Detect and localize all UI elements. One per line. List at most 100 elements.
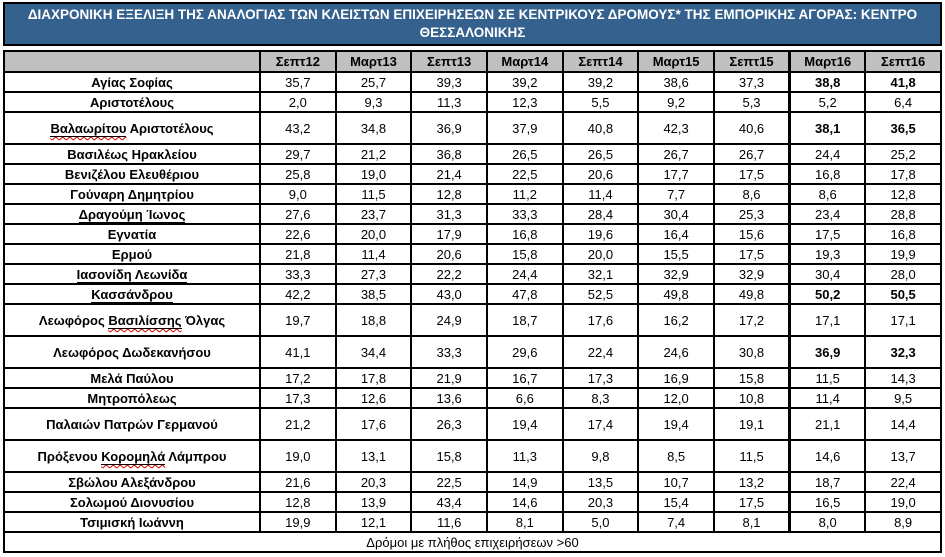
value-cell: 6,6 xyxy=(485,387,564,410)
value-cell: 19,6 xyxy=(561,223,640,246)
value-cell: 21,1 xyxy=(788,407,867,442)
value-cell: 14,6 xyxy=(485,491,564,514)
street-name-text: Ερμού xyxy=(111,246,153,262)
value-cell: 17,6 xyxy=(561,303,640,338)
value-cell: 42,3 xyxy=(637,111,715,146)
value-cell: 16,5 xyxy=(788,491,867,514)
value-cell: 11,4 xyxy=(561,183,640,206)
value-cell: 25,7 xyxy=(334,71,413,94)
street-name-text: Ίωνος xyxy=(146,206,186,223)
street-name-text: Βαλαωρίτου xyxy=(50,120,127,137)
value-cell: 17,3 xyxy=(561,367,640,390)
value-cell: 24,6 xyxy=(637,335,715,370)
value-cell: 32,3 xyxy=(864,335,942,370)
value-cell: 39,3 xyxy=(410,71,488,94)
value-cell: 25,8 xyxy=(259,163,337,186)
period-header-Σεπτ12: Σεπτ12 xyxy=(259,50,337,74)
table-row: Ερμού 21,8 11,4 20,6 15,8 20,0 15,5 17,5 19,3 19,… xyxy=(3,243,942,266)
value-cell: 26,5 xyxy=(485,143,564,166)
value-cell: 17,5 xyxy=(788,223,867,246)
table-row: Μελά Παύλου 17,2 17,8 21,9 16,7 17,3 16,9 15,8 1… xyxy=(3,367,942,390)
street-name-text: Παλαιών Πατρών Γερμανού xyxy=(46,416,218,432)
value-cell: 8,0 xyxy=(788,511,867,534)
value-cell: 21,6 xyxy=(259,471,337,494)
value-cell: 12,1 xyxy=(334,511,413,534)
value-cell: 52,5 xyxy=(561,283,640,306)
value-cell: 7,4 xyxy=(637,511,715,534)
value-cell: 8,6 xyxy=(712,183,791,206)
table-row: Λεωφόρος Δωδεκανήσου 41,1 34,4 33,3 29,6 22,4… xyxy=(3,335,942,370)
value-cell: 9,5 xyxy=(864,387,942,410)
value-cell: 13,7 xyxy=(864,439,942,474)
street-name-cell: Αγίας Σοφίας xyxy=(3,71,261,94)
value-cell: 28,8 xyxy=(864,203,942,226)
value-cell: 29,7 xyxy=(259,143,337,166)
value-cell: 8,6 xyxy=(788,183,867,206)
table-row: Τσιμισκή Ιωάννη 19,9 12,1 11,6 8,1 5,0 7,4 8,1 8… xyxy=(3,511,942,534)
street-name-text: Τσιμισκή Ιωάννη xyxy=(80,514,184,530)
street-name-text: Όλγας xyxy=(181,312,226,328)
value-cell: 19,4 xyxy=(637,407,715,442)
value-cell: 23,4 xyxy=(788,203,867,226)
value-cell: 8,9 xyxy=(864,511,942,534)
value-cell: 24,9 xyxy=(410,303,488,338)
value-cell: 29,6 xyxy=(485,335,564,370)
value-cell: 31,3 xyxy=(410,203,488,226)
street-name-cell: Πρόξενου Κορομηλά Λάμπρου xyxy=(3,439,261,474)
period-header-Σεπτ16: Σεπτ16 xyxy=(864,50,942,74)
street-name-cell: Μελά Παύλου xyxy=(3,367,261,390)
value-cell: 27,3 xyxy=(334,263,413,286)
period-header-Σεπτ15: Σεπτ15 xyxy=(712,50,791,74)
street-name-text: Αριστοτέλους xyxy=(126,120,214,136)
value-cell: 10,7 xyxy=(637,471,715,494)
value-cell: 32,9 xyxy=(637,263,715,286)
value-cell: 19,0 xyxy=(259,439,337,474)
value-cell: 8,3 xyxy=(561,387,640,410)
value-cell: 26,7 xyxy=(712,143,791,166)
value-cell: 17,9 xyxy=(410,223,488,246)
value-cell: 19,3 xyxy=(788,243,867,266)
value-cell: 36,9 xyxy=(410,111,488,146)
street-name-text: Βασιλέως Ηρακλείου xyxy=(67,146,197,162)
street-name-cell: Μητροπόλεως xyxy=(3,387,261,410)
value-cell: 19,9 xyxy=(259,511,337,534)
street-name-text: Πρόξενου xyxy=(37,448,102,464)
value-cell: 17,7 xyxy=(637,163,715,186)
street-name-text: Εγνατία xyxy=(107,226,157,242)
table-row: Σολωμού Διονυσίου 12,8 13,9 43,4 14,6 20,3 15,… xyxy=(3,491,942,514)
street-name-cell: Παλαιών Πατρών Γερμανού xyxy=(3,407,261,442)
value-cell: 13,5 xyxy=(561,471,640,494)
street-name-cell: Βαλαωρίτου Αριστοτέλους xyxy=(3,111,261,146)
value-cell: 17,1 xyxy=(864,303,942,338)
street-name-text: Λάμπρου xyxy=(165,448,227,464)
value-cell: 13,9 xyxy=(334,491,413,514)
value-cell: 13,6 xyxy=(410,387,488,410)
street-name-text: Αγίας Σοφίας xyxy=(91,74,173,90)
value-cell: 16,4 xyxy=(637,223,715,246)
value-cell: 2,0 xyxy=(259,91,337,114)
period-header-Σεπτ13: Σεπτ13 xyxy=(410,50,488,74)
value-cell: 20,0 xyxy=(334,223,413,246)
value-cell: 17,3 xyxy=(259,387,337,410)
value-cell: 15,6 xyxy=(712,223,791,246)
value-cell: 11,5 xyxy=(788,367,867,390)
value-cell: 20,6 xyxy=(410,243,488,266)
period-header-Μαρτ13: Μαρτ13 xyxy=(334,50,413,74)
street-column-header xyxy=(3,50,261,74)
table-row: Δραγούμη Ίωνος 27,6 23,7 31,3 33,3 28,4 30,4 25… xyxy=(3,203,942,226)
value-cell: 19,1 xyxy=(712,407,791,442)
value-cell: 50,2 xyxy=(788,283,867,306)
table-title: ΔΙΑΧΡΟΝΙΚΗ ΕΞΕΛΙΞΗ ΤΗΣ ΑΝΑΛΟΓΙΑΣ ΤΩΝ ΚΛΕ… xyxy=(3,2,942,47)
value-cell: 33,3 xyxy=(410,335,488,370)
value-cell: 6,4 xyxy=(864,91,942,114)
value-cell: 33,3 xyxy=(485,203,564,226)
street-name-text: Σολωμού Διονυσίου xyxy=(69,494,195,510)
value-cell: 23,7 xyxy=(334,203,413,226)
street-name-text: Δραγούμη xyxy=(78,206,147,223)
value-cell: 26,3 xyxy=(410,407,488,442)
value-cell: 24,4 xyxy=(788,143,867,166)
table-row: Μητροπόλεως 17,3 12,6 13,6 6,6 8,3 12,0 10,8 11,… xyxy=(3,387,942,410)
street-name-text: Μητροπόλεως xyxy=(87,390,177,406)
value-cell: 5,2 xyxy=(788,91,867,114)
